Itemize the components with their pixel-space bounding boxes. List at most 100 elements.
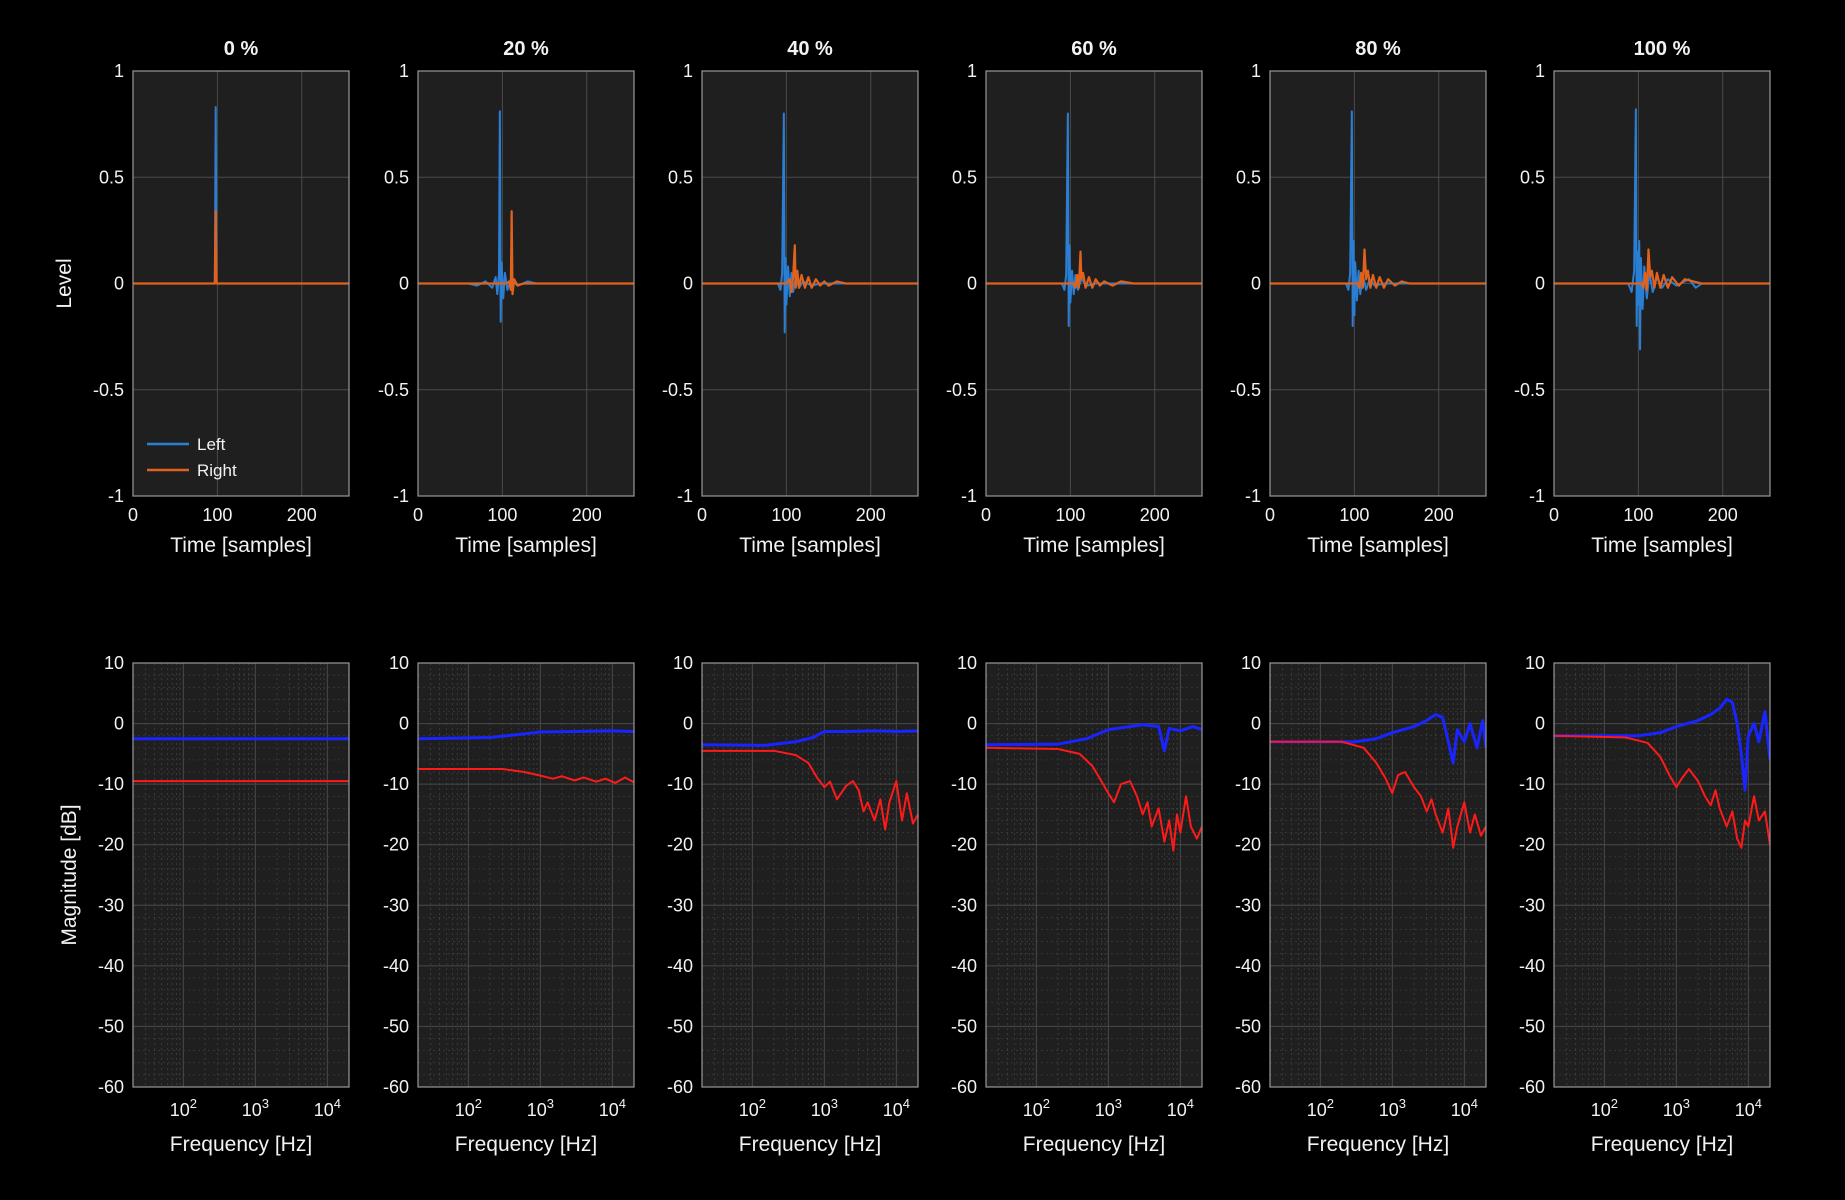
y-tick-label: -20	[951, 835, 977, 855]
y-tick-label: -1	[108, 486, 124, 506]
series-line-left	[986, 723, 1202, 753]
x-tick-label: 100	[487, 505, 517, 525]
x-tick-label: 0	[1549, 505, 1559, 525]
y-tick-label: 10	[957, 653, 977, 673]
y-tick-label: 0.5	[1236, 167, 1261, 187]
series-line-right	[1554, 734, 1770, 849]
legend-label-left: Left	[197, 435, 226, 454]
y-tick-label: 0	[399, 714, 409, 734]
y-tick-label: 1	[1535, 61, 1545, 81]
y-tick-label: 0.5	[1520, 167, 1545, 187]
plot-border	[985, 662, 1203, 1088]
y-tick-label: -40	[383, 956, 409, 976]
y-tick-label: -30	[1235, 895, 1261, 915]
plot-border	[417, 70, 635, 497]
y-tick-label: -20	[667, 835, 693, 855]
y-tick-label: 0.5	[952, 167, 977, 187]
plot-border	[701, 662, 919, 1088]
y-tick-label: -10	[383, 774, 409, 794]
x-tick-label: 0	[981, 505, 991, 525]
series-line-left	[1554, 697, 1770, 792]
panel-title: 40 %	[787, 38, 833, 60]
y-tick-label: -10	[1519, 774, 1545, 794]
y-tick-label: -60	[383, 1077, 409, 1097]
x-axis-label: Frequency [Hz]	[739, 1133, 881, 1156]
y-tick-label: -0.5	[1514, 380, 1545, 400]
x-tick-label: 103	[1095, 1096, 1122, 1120]
x-axis-label: Frequency [Hz]	[170, 1133, 312, 1156]
plot-area	[702, 663, 918, 1087]
y-tick-label: -30	[98, 895, 124, 915]
x-tick-label: 0	[128, 505, 138, 525]
series-line-left	[702, 729, 918, 747]
x-tick-label: 0	[697, 505, 707, 525]
y-tick-label: -60	[951, 1077, 977, 1097]
y-tick-label: -50	[98, 1016, 124, 1036]
y-tick-label: 0	[683, 714, 693, 734]
y-tick-label: 0	[967, 274, 977, 294]
x-tick-label: 200	[287, 505, 317, 525]
magnitude-panel-5: 10 0 -10 -20 -30 -40 -50 -60 102 103 104Frequency …	[1235, 653, 1487, 1156]
y-tick-label: -20	[1235, 835, 1261, 855]
series-line-right	[1270, 740, 1486, 849]
plot-area	[133, 663, 349, 1087]
plot-area	[1554, 663, 1770, 1087]
y-tick-label: -1	[1529, 486, 1545, 506]
x-axis-label: Time [samples]	[1591, 534, 1733, 557]
plot-area	[1270, 663, 1486, 1087]
x-tick-label: 200	[1424, 505, 1454, 525]
plot-border	[417, 662, 635, 1088]
y-tick-label: 0.5	[668, 167, 693, 187]
panel-title: 60 %	[1071, 38, 1117, 60]
plot-area	[986, 663, 1202, 1087]
y-tick-label: -40	[667, 956, 693, 976]
x-tick-label: 103	[1379, 1096, 1406, 1120]
y-tick-label: -1	[961, 486, 977, 506]
magnitude-panel-3: 10 0 -10 -20 -30 -40 -50 -60 102 103 104Frequency …	[667, 653, 919, 1156]
magnitude-panel-2: 10 0 -10 -20 -30 -40 -50 -60 102 103 104Frequency …	[383, 653, 635, 1156]
y-axis-label: Level	[53, 258, 76, 308]
series-line-right	[1270, 248, 1486, 289]
x-tick-label: 104	[883, 1096, 910, 1120]
x-tick-label: 0	[413, 505, 423, 525]
x-tick-label: 200	[572, 505, 602, 525]
plot-border	[1553, 70, 1771, 497]
y-tick-label: -1	[393, 486, 409, 506]
x-tick-label: 102	[170, 1096, 197, 1120]
y-axis-label: Magnitude [dB]	[58, 804, 81, 945]
y-tick-label: -10	[667, 774, 693, 794]
y-tick-label: -50	[1235, 1016, 1261, 1036]
y-tick-label: 1	[114, 61, 124, 81]
y-tick-label: -20	[98, 835, 124, 855]
y-tick-label: -0.5	[1230, 380, 1261, 400]
y-tick-label: -40	[1519, 956, 1545, 976]
grid	[986, 662, 1202, 1088]
y-tick-label: -30	[383, 895, 409, 915]
series-line-right	[1554, 248, 1770, 291]
plot-border	[1269, 70, 1487, 497]
x-tick-label: 104	[599, 1096, 626, 1120]
y-tick-label: 0	[1535, 274, 1545, 294]
magnitude-panel-6: 10 0 -10 -20 -30 -40 -50 -60 102 103 104Frequency …	[1519, 653, 1771, 1156]
y-tick-label: 0	[399, 274, 409, 294]
x-tick-label: 104	[1735, 1096, 1762, 1120]
plot-area	[418, 663, 634, 1087]
y-tick-label: 1	[967, 61, 977, 81]
y-tick-label: 0	[1535, 714, 1545, 734]
y-tick-label: 1	[683, 61, 693, 81]
y-tick-label: -10	[98, 774, 124, 794]
series-line-right	[702, 244, 918, 294]
y-tick-label: -30	[1519, 895, 1545, 915]
y-tick-label: 0	[1251, 274, 1261, 294]
y-tick-label: -50	[383, 1016, 409, 1036]
y-tick-label: 1	[1251, 61, 1261, 81]
y-tick-label: 0	[683, 274, 693, 294]
y-tick-label: -60	[1235, 1077, 1261, 1097]
y-tick-label: 0	[1251, 714, 1261, 734]
y-tick-label: -10	[1235, 774, 1261, 794]
